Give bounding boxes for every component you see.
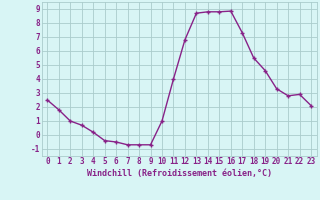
X-axis label: Windchill (Refroidissement éolien,°C): Windchill (Refroidissement éolien,°C) bbox=[87, 169, 272, 178]
